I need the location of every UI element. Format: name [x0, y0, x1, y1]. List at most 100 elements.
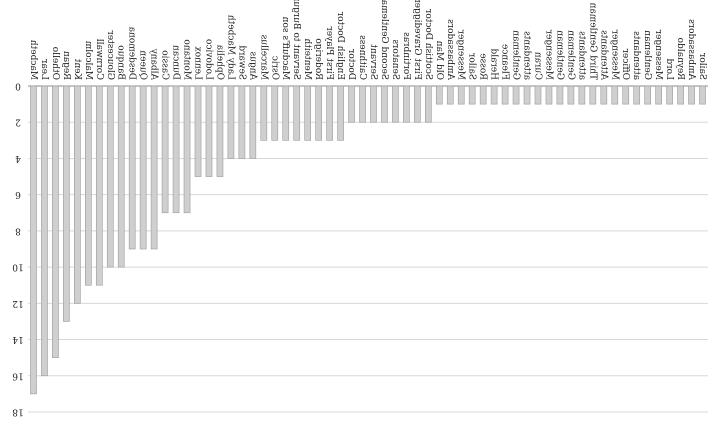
- category-label: Regan: [61, 51, 71, 80]
- bar: [139, 85, 147, 250]
- y-tick-label: 14: [12, 334, 24, 344]
- category-label: Messenger: [543, 29, 553, 80]
- bar: [348, 85, 355, 123]
- category-label: Gentleman: [642, 30, 652, 80]
- category-label: Messenger: [456, 29, 466, 80]
- bar: [468, 85, 476, 105]
- bar: [666, 85, 673, 105]
- category-label: Ophelia: [214, 44, 224, 80]
- category-label: Rosse: [478, 53, 488, 80]
- bar: [359, 85, 366, 123]
- category-label: Messenger: [609, 29, 619, 80]
- bar: [63, 85, 70, 322]
- category-label: Macduff's son: [280, 16, 290, 80]
- category-label: Osric: [269, 56, 279, 80]
- category-label: Montano: [182, 39, 192, 80]
- bar: [512, 85, 520, 105]
- bar: [227, 85, 235, 159]
- bar: [611, 85, 619, 105]
- category-label: Ambassadors: [686, 19, 696, 81]
- category-label: Scottish Doctor: [423, 8, 433, 80]
- category-label: Herald: [489, 48, 499, 80]
- category-label: Gloucester: [105, 30, 115, 80]
- category-label: Lear: [39, 58, 49, 80]
- bar: [479, 85, 487, 105]
- category-label: Duncan: [171, 45, 181, 80]
- category-label: Cornwall: [94, 39, 104, 80]
- bar: [644, 85, 651, 105]
- category-label: First Gravedigger: [412, 0, 422, 80]
- category-label: Desdemona: [127, 26, 137, 80]
- bar: [688, 85, 695, 105]
- bar: [578, 85, 586, 105]
- category-label: Seward: [236, 45, 246, 80]
- y-tick-label: 2: [15, 117, 21, 127]
- category-label: Kent: [72, 58, 82, 80]
- bar: [304, 85, 311, 141]
- bar: [238, 85, 246, 159]
- bar: [260, 85, 268, 141]
- category-label: Curan: [533, 52, 543, 80]
- category-label: Angus: [247, 51, 257, 81]
- bar: [457, 85, 465, 105]
- bar: [150, 85, 158, 250]
- bar: [633, 85, 641, 105]
- category-label: Marcellus: [258, 34, 268, 80]
- bar: [534, 85, 542, 105]
- category-label: Cassio: [160, 50, 170, 80]
- bar: [74, 85, 81, 304]
- category-label: Gentleman: [511, 30, 521, 80]
- bar: [183, 85, 191, 214]
- bar: [589, 85, 597, 105]
- category-label: Old Man: [434, 41, 444, 80]
- y-tick-label: 6: [15, 189, 21, 199]
- category-label: Sailor: [697, 52, 707, 80]
- y-tick-label: 18: [12, 407, 24, 417]
- bar: [403, 85, 410, 123]
- y-tick-label: 0: [15, 81, 21, 91]
- bar: [425, 85, 432, 123]
- category-label: Gentleman: [565, 30, 575, 80]
- bar: [293, 85, 301, 141]
- bar: [490, 85, 498, 105]
- category-label: Fleance: [500, 44, 510, 80]
- category-labels: Macbeth Lear Othello Regan Kent Malcolm Cornwa…: [28, 0, 707, 81]
- category-label: Roderigo: [313, 38, 323, 80]
- category-label: Messenger: [653, 29, 663, 80]
- bar: [52, 85, 59, 358]
- bar: [128, 85, 136, 250]
- bar: [381, 85, 388, 123]
- bar: [106, 85, 114, 268]
- category-label: Second Gentleman: [379, 0, 389, 80]
- bar: [677, 85, 684, 105]
- category-label: Senators: [390, 39, 400, 80]
- category-label: Queen: [138, 50, 148, 80]
- bar: [315, 85, 322, 141]
- category-label: Lady Macbeth: [225, 15, 235, 80]
- bar: [523, 85, 531, 105]
- category-label: Attendants: [598, 30, 608, 81]
- bar: [95, 85, 103, 286]
- y-axis-tick-labels: 0 2 4 6 8 10 12 14 16 18: [12, 81, 24, 417]
- bar: [600, 85, 608, 105]
- bar: [699, 85, 706, 105]
- bar: [655, 85, 662, 105]
- bar: [30, 85, 37, 395]
- bar: [435, 85, 443, 105]
- category-label: Ambassadors: [445, 19, 455, 81]
- category-label: Reynaldo: [675, 38, 685, 80]
- category-label: Banquo: [116, 45, 126, 80]
- bar: [249, 85, 257, 159]
- category-label: Gentleman: [554, 30, 564, 80]
- bar: [446, 85, 454, 105]
- y-tick-label: 8: [15, 225, 21, 235]
- bar: [117, 85, 125, 268]
- y-tick-label: 10: [12, 262, 24, 272]
- bar: [501, 85, 509, 105]
- bar: [392, 85, 399, 123]
- bar: [85, 85, 92, 286]
- bar: [337, 85, 344, 141]
- bar: [41, 85, 48, 377]
- category-label: English Doctor: [335, 11, 345, 80]
